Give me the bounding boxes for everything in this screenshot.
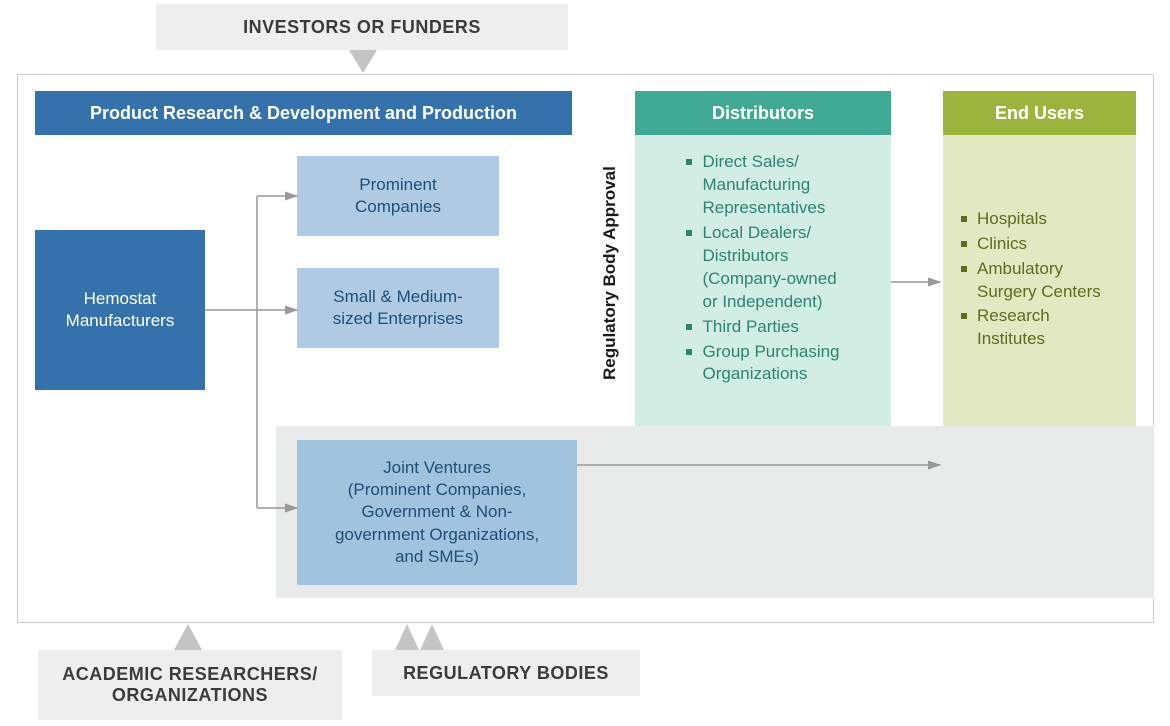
distributors-list: Direct Sales/ Manufacturing Representati… [635, 135, 891, 426]
manufacturers-text: Hemostat Manufacturers [66, 288, 175, 332]
investors-label: INVESTORS OR FUNDERS [156, 4, 568, 50]
sme-text: Small & Medium- sized Enterprises [333, 286, 463, 330]
enduser-item: Clinics [961, 233, 1118, 256]
value-chain-diagram: INVESTORS OR FUNDERS ACADEMIC RESEARCHER… [0, 0, 1170, 726]
regulatory-approval-label: Regulatory Body Approval [600, 160, 620, 380]
header-distributors: Distributors [635, 91, 891, 135]
jv-text: Joint Ventures (Prominent Companies, Gov… [335, 457, 539, 567]
enduser-item: Ambulatory Surgery Centers [961, 258, 1118, 304]
academic-text: ACADEMIC RESEARCHERS/ ORGANIZATIONS [62, 664, 318, 706]
distributor-item: Third Parties [686, 316, 839, 339]
header-rd-text: Product Research & Development and Produ… [90, 103, 517, 124]
academic-label: ACADEMIC RESEARCHERS/ ORGANIZATIONS [38, 650, 342, 720]
distributor-item: Group Purchasing Organizations [686, 341, 839, 387]
endusers-list: HospitalsClinicsAmbulatory Surgery Cente… [943, 135, 1136, 426]
regulatory-bodies-text: REGULATORY BODIES [403, 663, 609, 684]
manufacturers-node: Hemostat Manufacturers [35, 230, 205, 390]
regulatory-approval-text: Regulatory Body Approval [600, 166, 619, 380]
prominent-companies-node: Prominent Companies [297, 156, 499, 236]
sme-node: Small & Medium- sized Enterprises [297, 268, 499, 348]
joint-ventures-node: Joint Ventures (Prominent Companies, Gov… [297, 440, 577, 585]
distributor-item: Direct Sales/ Manufacturing Representati… [686, 151, 839, 220]
enduser-item: Research Institutes [961, 305, 1118, 351]
distributor-item: Local Dealers/ Distributors (Company-own… [686, 222, 839, 314]
header-rd: Product Research & Development and Produ… [35, 91, 572, 135]
header-distributors-text: Distributors [712, 103, 814, 124]
investors-text: INVESTORS OR FUNDERS [243, 17, 481, 38]
regulatory-bodies-label: REGULATORY BODIES [372, 650, 640, 696]
header-endusers: End Users [943, 91, 1136, 135]
header-endusers-text: End Users [995, 103, 1084, 124]
prominent-text: Prominent Companies [355, 174, 441, 218]
enduser-item: Hospitals [961, 208, 1118, 231]
